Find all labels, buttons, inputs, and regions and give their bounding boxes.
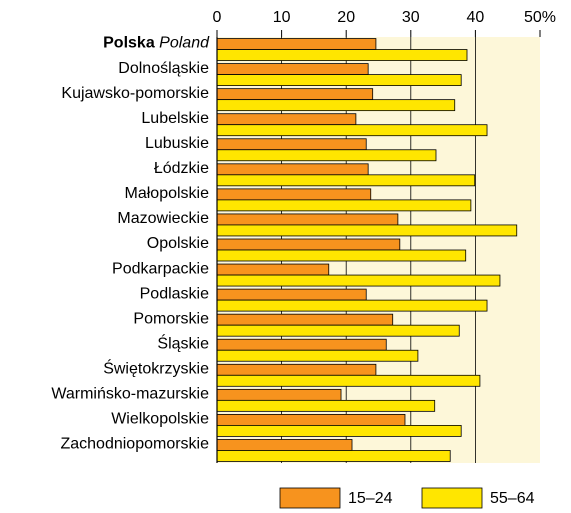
bar [216, 88, 374, 101]
bar [216, 38, 377, 50]
category-label: Łódzkie [154, 160, 209, 177]
bar [216, 439, 353, 451]
category-label: Śląskie [157, 333, 209, 352]
category-translation: Poland [159, 35, 210, 52]
category-label: Świętokrzyskie [103, 359, 209, 378]
bar [216, 274, 501, 287]
bar [216, 163, 369, 176]
bar [216, 99, 456, 112]
bar [216, 63, 369, 75]
bar [216, 399, 436, 412]
bar [216, 299, 488, 312]
bar [216, 238, 401, 251]
bar [216, 49, 468, 61]
x-tick-label: 30 [402, 9, 420, 26]
bar [216, 213, 399, 226]
legend-swatch [421, 487, 483, 509]
bar [216, 74, 462, 86]
category-label: Polska Poland [103, 35, 210, 52]
bar [216, 388, 342, 401]
category-label: Lubelskie [141, 110, 209, 127]
bar [216, 124, 488, 137]
category-label: Podkarpackie [112, 260, 209, 277]
x-tick-label: 40 [467, 9, 485, 26]
bar [216, 414, 406, 426]
category-label: Wielkopolskie [111, 411, 209, 428]
bar [216, 288, 367, 301]
bar [216, 149, 437, 162]
bar [216, 349, 419, 362]
category-label: Opolskie [147, 235, 209, 252]
bar [216, 224, 518, 237]
x-tick-label: 20 [337, 9, 355, 26]
bar [216, 313, 394, 326]
category-label: Dolnośląskie [118, 60, 209, 77]
bar [216, 263, 330, 276]
bar [216, 425, 462, 437]
category-label: Warmińsko-mazurskie [51, 386, 209, 403]
category-name: Polska [103, 35, 155, 52]
bar [216, 374, 481, 387]
category-label: Pomorskie [133, 310, 209, 327]
category-label: Zachodniopomorskie [60, 436, 209, 453]
legend-label: 15–24 [348, 490, 393, 507]
bar [216, 199, 472, 212]
bar [216, 188, 372, 201]
bar [216, 338, 387, 351]
x-tick-label: 50% [524, 9, 556, 26]
bar [216, 249, 467, 262]
bar [216, 324, 460, 337]
bar [216, 363, 377, 376]
category-label: Mazowieckie [117, 210, 209, 227]
category-label: Kujawsko-pomorskie [61, 85, 209, 102]
bar [216, 450, 451, 462]
legend-swatch [279, 487, 341, 509]
x-tick-label: 0 [213, 9, 222, 26]
x-tick-label: 10 [273, 9, 291, 26]
category-label: Lubuskie [145, 135, 209, 152]
category-label: Małopolskie [125, 185, 210, 202]
bar [216, 174, 476, 187]
legend-label: 55–64 [490, 490, 535, 507]
bar [216, 138, 367, 151]
category-label: Podlaskie [140, 285, 209, 302]
bar [216, 113, 357, 126]
